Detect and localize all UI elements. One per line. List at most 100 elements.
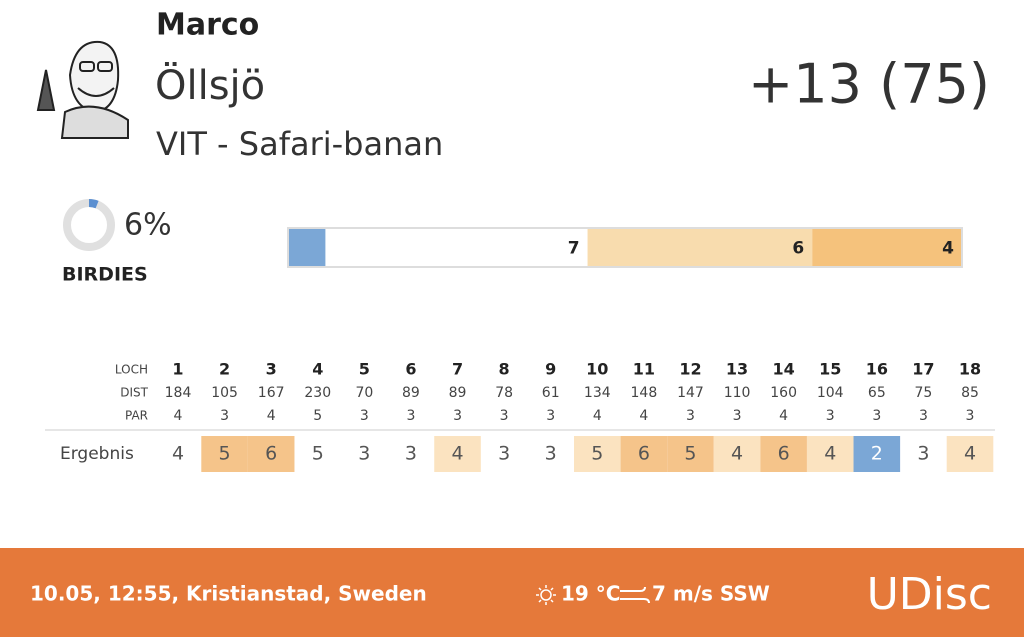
hole-result: 6 — [265, 443, 277, 465]
wind-icon — [620, 586, 650, 604]
distribution-segment — [288, 228, 326, 267]
logo: UDisc — [867, 569, 992, 620]
row-label: PAR — [125, 409, 148, 423]
result-cell — [806, 436, 854, 472]
segment-label: 7 — [568, 239, 580, 259]
hole-par: 3 — [453, 408, 462, 424]
round-info: 10.05, 12:55, Kristianstad, Sweden — [30, 582, 427, 606]
hole-number: 3 — [266, 360, 277, 379]
hole-distance: 184 — [165, 385, 192, 401]
temperature: 19 °C — [561, 582, 620, 606]
hole-number: 5 — [359, 360, 370, 379]
result-cell — [946, 436, 994, 472]
hole-number: 13 — [726, 360, 748, 379]
hole-result: 5 — [219, 443, 231, 465]
hole-result: 4 — [964, 443, 976, 465]
hole-distance: 104 — [817, 385, 844, 401]
hole-result: 5 — [684, 443, 696, 465]
hole-result: 6 — [638, 443, 650, 465]
total-score: +13 (75) — [748, 53, 990, 116]
hole-par: 3 — [872, 408, 881, 424]
hole-distance: 61 — [542, 385, 560, 401]
hole-result: 3 — [358, 443, 370, 465]
hole-number: 4 — [312, 360, 323, 379]
hole-number: 12 — [679, 360, 701, 379]
hole-par: 4 — [174, 408, 183, 424]
layout-name: VIT - Safari-banan — [156, 125, 443, 163]
row-label: Ergebnis — [60, 444, 134, 464]
hole-distance: 70 — [355, 385, 373, 401]
hole-result: 5 — [312, 443, 324, 465]
hole-number: 6 — [405, 360, 416, 379]
course-name: Öllsjö — [155, 61, 265, 109]
result-cell — [760, 436, 807, 472]
hole-distance: 147 — [677, 385, 704, 401]
hole-result: 3 — [405, 443, 417, 465]
donut-track — [63, 199, 115, 251]
hole-result: 5 — [591, 443, 603, 465]
hole-number: 17 — [912, 360, 934, 379]
hole-number: 18 — [959, 360, 981, 379]
hole-par: 3 — [686, 408, 695, 424]
hole-distance: 230 — [304, 385, 331, 401]
row-label: LOCH — [115, 363, 148, 377]
hole-par: 3 — [966, 408, 975, 424]
hole-par: 3 — [919, 408, 928, 424]
hole-result: 3 — [545, 443, 557, 465]
hole-number: 15 — [819, 360, 841, 379]
hole-number: 7 — [452, 360, 463, 379]
hole-distance: 89 — [402, 385, 420, 401]
hole-number: 9 — [545, 360, 556, 379]
distribution-segment — [325, 228, 588, 267]
hole-number: 1 — [172, 360, 183, 379]
sun-icon — [536, 585, 556, 605]
player-name: Marco — [156, 8, 259, 43]
hole-distance: 75 — [914, 385, 932, 401]
hole-par: 3 — [220, 408, 229, 424]
hole-result: 6 — [778, 443, 790, 465]
hole-distance: 65 — [868, 385, 886, 401]
avatar — [36, 40, 129, 139]
hole-distance: 78 — [495, 385, 513, 401]
hole-par: 3 — [733, 408, 742, 424]
hole-result: 3 — [917, 443, 929, 465]
hole-par: 4 — [639, 408, 648, 424]
distribution-segment — [587, 228, 813, 267]
hole-distance: 105 — [211, 385, 238, 401]
hole-distance: 85 — [961, 385, 979, 401]
hole-par: 3 — [360, 408, 369, 424]
result-cell — [667, 436, 714, 472]
result-cell — [574, 436, 621, 472]
hole-result: 4 — [824, 443, 836, 465]
hole-number: 16 — [866, 360, 888, 379]
result-cell — [201, 436, 248, 472]
segment-label: 4 — [942, 239, 954, 259]
hole-par: 4 — [267, 408, 276, 424]
hole-par: 3 — [500, 408, 509, 424]
hole-distance: 110 — [724, 385, 751, 401]
hole-par: 4 — [593, 408, 602, 424]
distribution-segment — [812, 228, 962, 267]
hole-distance: 160 — [770, 385, 797, 401]
segment-label: 6 — [792, 239, 804, 259]
hole-par: 4 — [779, 408, 788, 424]
result-cell — [713, 436, 761, 472]
hole-result: 4 — [172, 443, 184, 465]
hole-number: 10 — [586, 360, 608, 379]
result-cell — [620, 436, 668, 472]
result-cell — [434, 436, 481, 472]
result-cell — [247, 436, 295, 472]
hole-number: 14 — [773, 360, 795, 379]
hole-result: 2 — [871, 443, 883, 465]
hole-result: 3 — [498, 443, 510, 465]
birdie-label: BIRDIES — [62, 264, 148, 286]
hole-par: 3 — [826, 408, 835, 424]
wind: 7 m/s SSW — [652, 582, 770, 606]
hole-par: 3 — [406, 408, 415, 424]
row-label: DIST — [120, 386, 148, 400]
hole-result: 4 — [451, 443, 463, 465]
hole-number: 11 — [633, 360, 655, 379]
hole-par: 5 — [313, 408, 322, 424]
